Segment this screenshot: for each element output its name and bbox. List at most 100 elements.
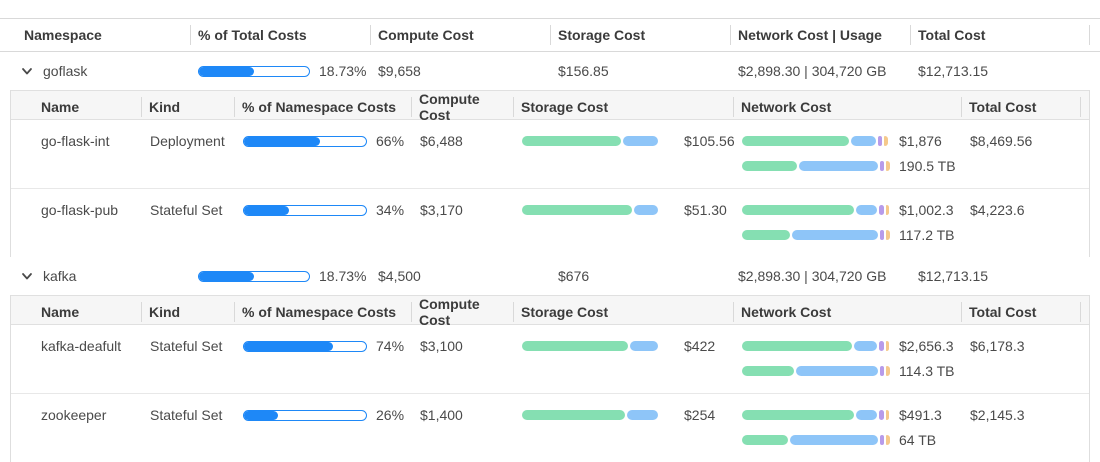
bar-segment-blue — [795, 366, 879, 376]
network-cost-bar — [742, 341, 890, 351]
chevron-down-icon[interactable] — [20, 64, 34, 78]
col-compute-cost: Compute Cost — [370, 19, 550, 51]
storage-cost-bar — [522, 341, 658, 351]
bar-segment-purple — [880, 435, 885, 445]
bar-segment-orange — [886, 161, 890, 171]
bar-segment-orange — [886, 435, 890, 445]
namespace-table-header: Namespace % of Total Costs Compute Cost … — [0, 18, 1100, 52]
bar-segment-blue — [633, 205, 658, 215]
col-kind: Kind — [141, 91, 234, 123]
network-cost-bar — [742, 205, 890, 215]
col-network-cost-usage: Network Cost | Usage — [730, 19, 910, 51]
pct-namespace-costs-bar — [243, 204, 367, 216]
bar-segment-orange — [885, 410, 890, 420]
network-cost-value: $491.3 — [899, 407, 942, 423]
bar-segment-green — [742, 410, 855, 420]
bar-segment-purple — [877, 136, 883, 146]
total-cost-value: $6,178.3 — [970, 338, 1025, 354]
col-compute-cost: Compute Cost — [411, 91, 513, 123]
namespace-name: goflask — [43, 63, 88, 79]
pct-namespace-costs-bar — [243, 409, 367, 421]
bar-segment-blue — [853, 341, 878, 351]
workload-name: zookeeper — [41, 407, 107, 423]
col-total-cost: Total Cost — [961, 91, 1091, 123]
workload-kind: Stateful Set — [150, 338, 223, 354]
compute-cost-value: $1,400 — [420, 407, 463, 423]
bar-segment-purple — [879, 341, 884, 351]
network-cost-value: $1,002.3 — [899, 202, 954, 218]
network-usage-value: 114.3 TB — [899, 363, 955, 379]
compute-cost-value: $9,658 — [378, 63, 421, 79]
network-cost-usage-value: $2,898.30 | 304,720 GB — [738, 268, 887, 284]
pct-namespace-costs-value: 26% — [376, 407, 405, 423]
compute-cost-value: $4,500 — [378, 268, 421, 284]
bar-segment-purple — [879, 410, 884, 420]
pct-total-costs-value: 18.73% — [319, 268, 367, 284]
col-total-cost: Total Cost — [961, 296, 1091, 328]
namespace-name: kafka — [43, 268, 77, 284]
bar-segment-orange — [884, 136, 888, 146]
storage-cost-value: $676 — [558, 268, 590, 284]
bar-segment-orange — [886, 366, 890, 376]
network-usage-bar — [742, 230, 891, 240]
bar-segment-purple — [880, 230, 885, 240]
storage-cost-value: $51.30 — [684, 202, 727, 218]
workload-kind: Stateful Set — [150, 202, 223, 218]
bar-segment-green — [742, 161, 797, 171]
bar-segment-green — [742, 341, 852, 351]
storage-cost-value: $254 — [684, 407, 716, 423]
pct-total-costs-bar — [198, 65, 310, 77]
pct-namespace-costs-value: 66% — [376, 133, 405, 149]
namespace-row-kafka[interactable]: kafka 18.73% $4,500 $676 $2,898.30 | 304… — [0, 257, 1100, 295]
storage-cost-value: $422 — [684, 338, 716, 354]
col-name: Name — [41, 99, 80, 115]
workload-table-header: Name Kind % of Namespace Costs Compute C… — [11, 90, 1091, 123]
bar-segment-orange — [885, 205, 890, 215]
col-compute-cost: Compute Cost — [411, 296, 513, 328]
network-cost-usage-value: $2,898.30 | 304,720 GB — [738, 63, 887, 79]
col-storage-cost: Storage Cost — [550, 19, 730, 51]
network-usage-value: 64 TB — [899, 432, 937, 448]
col-name: Name — [41, 304, 80, 320]
network-cost-value: $1,876 — [899, 133, 942, 149]
col-pct-total-costs: % of Total Costs — [190, 19, 370, 51]
storage-cost-bar — [522, 136, 658, 146]
pct-total-costs-bar — [198, 270, 310, 282]
kafka-workloads-table: Name Kind % of Namespace Costs Compute C… — [10, 295, 1090, 462]
network-usage-bar — [742, 435, 890, 445]
goflask-workloads-table: Name Kind % of Namespace Costs Compute C… — [10, 90, 1090, 257]
workload-table-header: Name Kind % of Namespace Costs Compute C… — [11, 295, 1091, 328]
bar-segment-green — [742, 136, 849, 146]
bar-segment-blue — [627, 410, 658, 420]
bar-segment-orange — [885, 341, 890, 351]
col-storage-cost: Storage Cost — [513, 296, 733, 328]
bar-segment-blue — [856, 205, 878, 215]
storage-cost-value: $105.56 — [684, 133, 735, 149]
storage-cost-bar — [522, 205, 658, 215]
compute-cost-value: $3,100 — [420, 338, 463, 354]
bar-segment-blue — [798, 161, 879, 171]
network-usage-bar — [742, 161, 890, 171]
col-pct-namespace-costs: % of Namespace Costs — [234, 296, 411, 328]
workload-name: go-flask-pub — [41, 202, 119, 218]
network-cost-value: $2,656.3 — [899, 338, 954, 354]
workload-row-go-flask-int: go-flask-int Deployment 66% $6,488 $105.… — [11, 120, 1089, 188]
bar-segment-blue — [790, 435, 879, 445]
bar-segment-purple — [879, 205, 884, 215]
network-usage-value: 117.2 TB — [899, 227, 955, 243]
bar-segment-green — [742, 205, 855, 215]
workload-row-go-flask-pub: go-flask-pub Stateful Set 34% $3,170 $51… — [11, 188, 1089, 257]
workload-kind: Deployment — [150, 133, 225, 149]
network-cost-bar — [742, 136, 890, 146]
workload-name: go-flask-int — [41, 133, 110, 149]
chevron-down-icon[interactable] — [20, 269, 34, 283]
workload-row-zookeeper: zookeeper Stateful Set 26% $1,400 $254 $… — [11, 393, 1089, 462]
network-cost-bar — [742, 410, 890, 420]
col-network-cost: Network Cost — [733, 296, 961, 328]
pct-total-costs-value: 18.73% — [319, 63, 367, 79]
bar-segment-blue — [856, 410, 878, 420]
namespace-row-goflask[interactable]: goflask 18.73% $9,658 $156.85 $2,898.30 … — [0, 52, 1100, 90]
pct-namespace-costs-value: 34% — [376, 202, 405, 218]
total-cost-value: $4,223.6 — [970, 202, 1025, 218]
bar-segment-green — [522, 205, 632, 215]
